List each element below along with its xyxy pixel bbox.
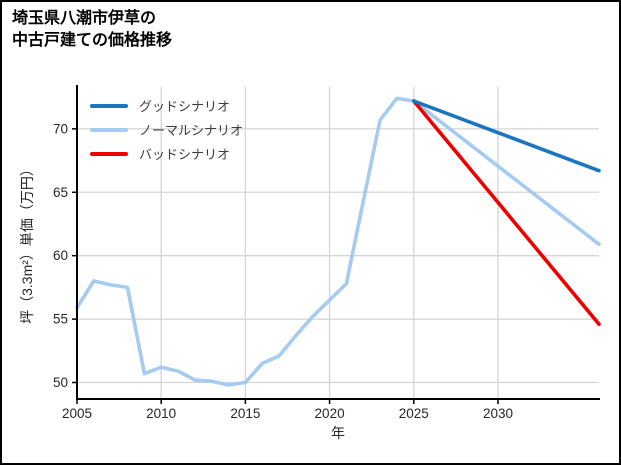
y-tick-label: 55 [53,312,68,327]
y-tick-label: 70 [53,121,68,136]
normal-scenario-with-history-line [75,96,601,387]
y-tick-label: 65 [53,185,68,200]
legend-item-normal-scenario: ノーマルシナリオ [90,121,243,138]
y-tick-label: 50 [53,375,68,390]
legend-label-good-scenario: グッドシナリオ [139,99,231,114]
y-tick-label: 60 [53,248,68,263]
bad-scenario-line [411,99,601,327]
y-axis-label: 坪（3.3m²）単価（万円） [19,162,35,324]
good-scenario-line [411,99,601,173]
bad-scenario-line-swatch [90,151,128,156]
x-tick-label: 2025 [399,406,429,421]
good-scenario-line-swatch [90,103,128,108]
chart-legend: グッドシナリオ ノーマルシナリオ バッドシナリオ [90,97,243,162]
legend-item-good-scenario: グッドシナリオ [90,97,243,114]
legend-label-normal-scenario: ノーマルシナリオ [139,123,244,138]
chart-title-line1: 埼玉県八潮市伊草の [12,10,157,27]
x-tick-label: 2020 [315,406,345,421]
legend-item-bad-scenario: バッドシナリオ [90,145,243,162]
x-tick-label: 2010 [146,406,176,421]
chart-title: 埼玉県八潮市伊草の 中古戸建ての価格推移 [12,8,172,52]
legend-label-bad-scenario: バッドシナリオ [139,147,231,162]
x-axis-label: 年 [331,425,345,441]
x-tick-label: 2030 [483,406,513,421]
x-tick-label: 2005 [62,406,92,421]
normal-scenario-line-swatch [90,127,128,132]
x-tick-label: 2015 [230,406,260,421]
chart-title-line2: 中古戸建ての価格推移 [12,32,173,49]
